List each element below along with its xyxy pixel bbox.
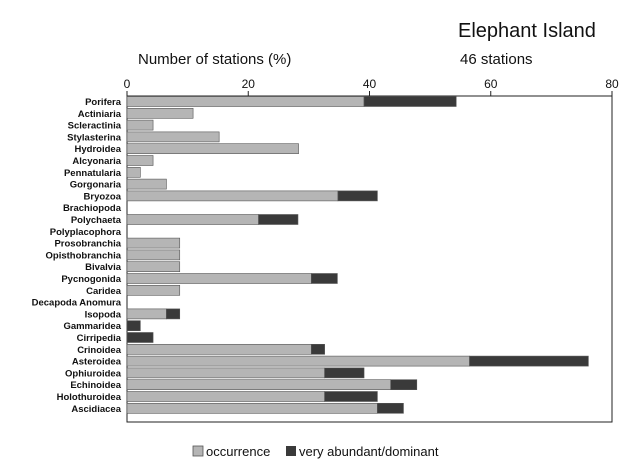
bar-abundant-20 <box>126 332 154 343</box>
category-label-9: Brachiopoda <box>63 203 122 214</box>
bar-occurrence-14 <box>126 261 181 273</box>
bar-occurrence-25 <box>126 391 325 402</box>
bar-abundant-18 <box>166 308 181 320</box>
category-label-8: Bryozoa <box>84 191 122 202</box>
category-label-23: Ophiuroidea <box>65 368 122 379</box>
legend-label-abundant: very abundant/dominant <box>299 444 439 459</box>
x-axis-ticks: 0 20 40 60 80 <box>124 77 619 96</box>
category-label-24: Echinoidea <box>70 380 121 391</box>
category-label-1: Actiniaria <box>78 109 122 120</box>
bar-abundant-0 <box>363 96 457 107</box>
category-label-26: Ascidiacea <box>71 404 121 415</box>
bar-occurrence-18 <box>126 308 167 320</box>
bar-occurrence-2 <box>126 119 154 131</box>
category-label-10: Polychaeta <box>71 215 122 226</box>
category-label-25: Holothuroidea <box>57 392 122 403</box>
category-label-5: Alcyonaria <box>72 156 121 167</box>
bar-abundant-26 <box>377 402 404 414</box>
legend: occurrence very abundant/dominant <box>192 444 439 459</box>
category-label-2: Scleractinia <box>68 121 122 132</box>
bar-occurrence-5 <box>126 155 154 166</box>
bar-occurrence-0 <box>126 96 365 107</box>
category-label-13: Opisthobranchia <box>46 250 122 261</box>
category-label-21: Crinoidea <box>77 345 122 356</box>
x-tick-label-1: 20 <box>242 77 256 91</box>
bar-abundant-10 <box>258 214 299 225</box>
category-label-20: Cirripedia <box>77 333 122 344</box>
category-label-11: Polyplacophora <box>50 227 122 238</box>
bar-occurrence-23 <box>126 367 325 379</box>
category-label-4: Hydroidea <box>75 144 122 155</box>
bar-occurrence-21 <box>126 343 312 355</box>
category-label-15: Pycnogonida <box>61 274 121 285</box>
x-axis-label: Number of stations (%) <box>138 51 291 68</box>
legend-swatch-abundant <box>286 446 296 456</box>
bar-abundant-21 <box>310 343 325 355</box>
category-label-14: Bivalvia <box>85 262 122 273</box>
category-label-7: Gorgonaria <box>70 180 122 191</box>
category-label-16: Caridea <box>86 286 122 297</box>
bar-abundant-23 <box>324 367 365 379</box>
bar-occurrence-15 <box>126 273 312 284</box>
bar-occurrence-6 <box>126 167 141 178</box>
category-label-22: Asteroidea <box>72 357 122 368</box>
category-label-0: Porifera <box>85 97 122 108</box>
x-tick-label-3: 60 <box>484 77 498 91</box>
bar-abundant-8 <box>337 190 378 202</box>
category-labels: PoriferaActiniariaScleractiniaStylasteri… <box>32 97 122 415</box>
x-tick-label-0: 0 <box>124 77 131 91</box>
bar-occurrence-26 <box>126 402 378 414</box>
bar-occurrence-12 <box>126 237 181 249</box>
bar-occurrence-7 <box>126 178 167 190</box>
x-tick-label-4: 80 <box>605 77 619 91</box>
category-label-17: Decapoda Anomura <box>32 298 122 309</box>
x-tick-label-2: 40 <box>363 77 377 91</box>
bar-occurrence-10 <box>126 214 259 225</box>
bar-occurrence-8 <box>126 190 339 202</box>
bar-occurrence-1 <box>126 108 194 119</box>
bar-abundant-15 <box>310 273 338 284</box>
category-label-18: Isopoda <box>85 309 122 320</box>
bar-abundant-19 <box>126 320 141 332</box>
bar-occurrence-22 <box>126 355 470 367</box>
bars <box>126 96 589 414</box>
bar-abundant-24 <box>390 379 418 391</box>
bar-abundant-25 <box>324 391 378 402</box>
category-label-12: Prosobranchia <box>54 239 121 250</box>
category-label-19: Gammaridea <box>63 321 121 332</box>
chart-subtitle: 46 stations <box>460 51 533 68</box>
legend-label-occurrence: occurrence <box>206 444 270 459</box>
category-label-6: Pennatularia <box>64 168 122 179</box>
category-label-3: Stylasterina <box>67 132 122 143</box>
chart-title: Elephant Island <box>458 20 596 42</box>
bar-occurrence-16 <box>126 284 181 296</box>
bar-occurrence-13 <box>126 249 181 261</box>
bar-occurrence-4 <box>126 143 299 154</box>
bar-occurrence-3 <box>126 131 220 143</box>
legend-swatch-occurrence <box>192 445 204 457</box>
bar-occurrence-24 <box>126 379 392 391</box>
bar-abundant-22 <box>469 355 589 367</box>
